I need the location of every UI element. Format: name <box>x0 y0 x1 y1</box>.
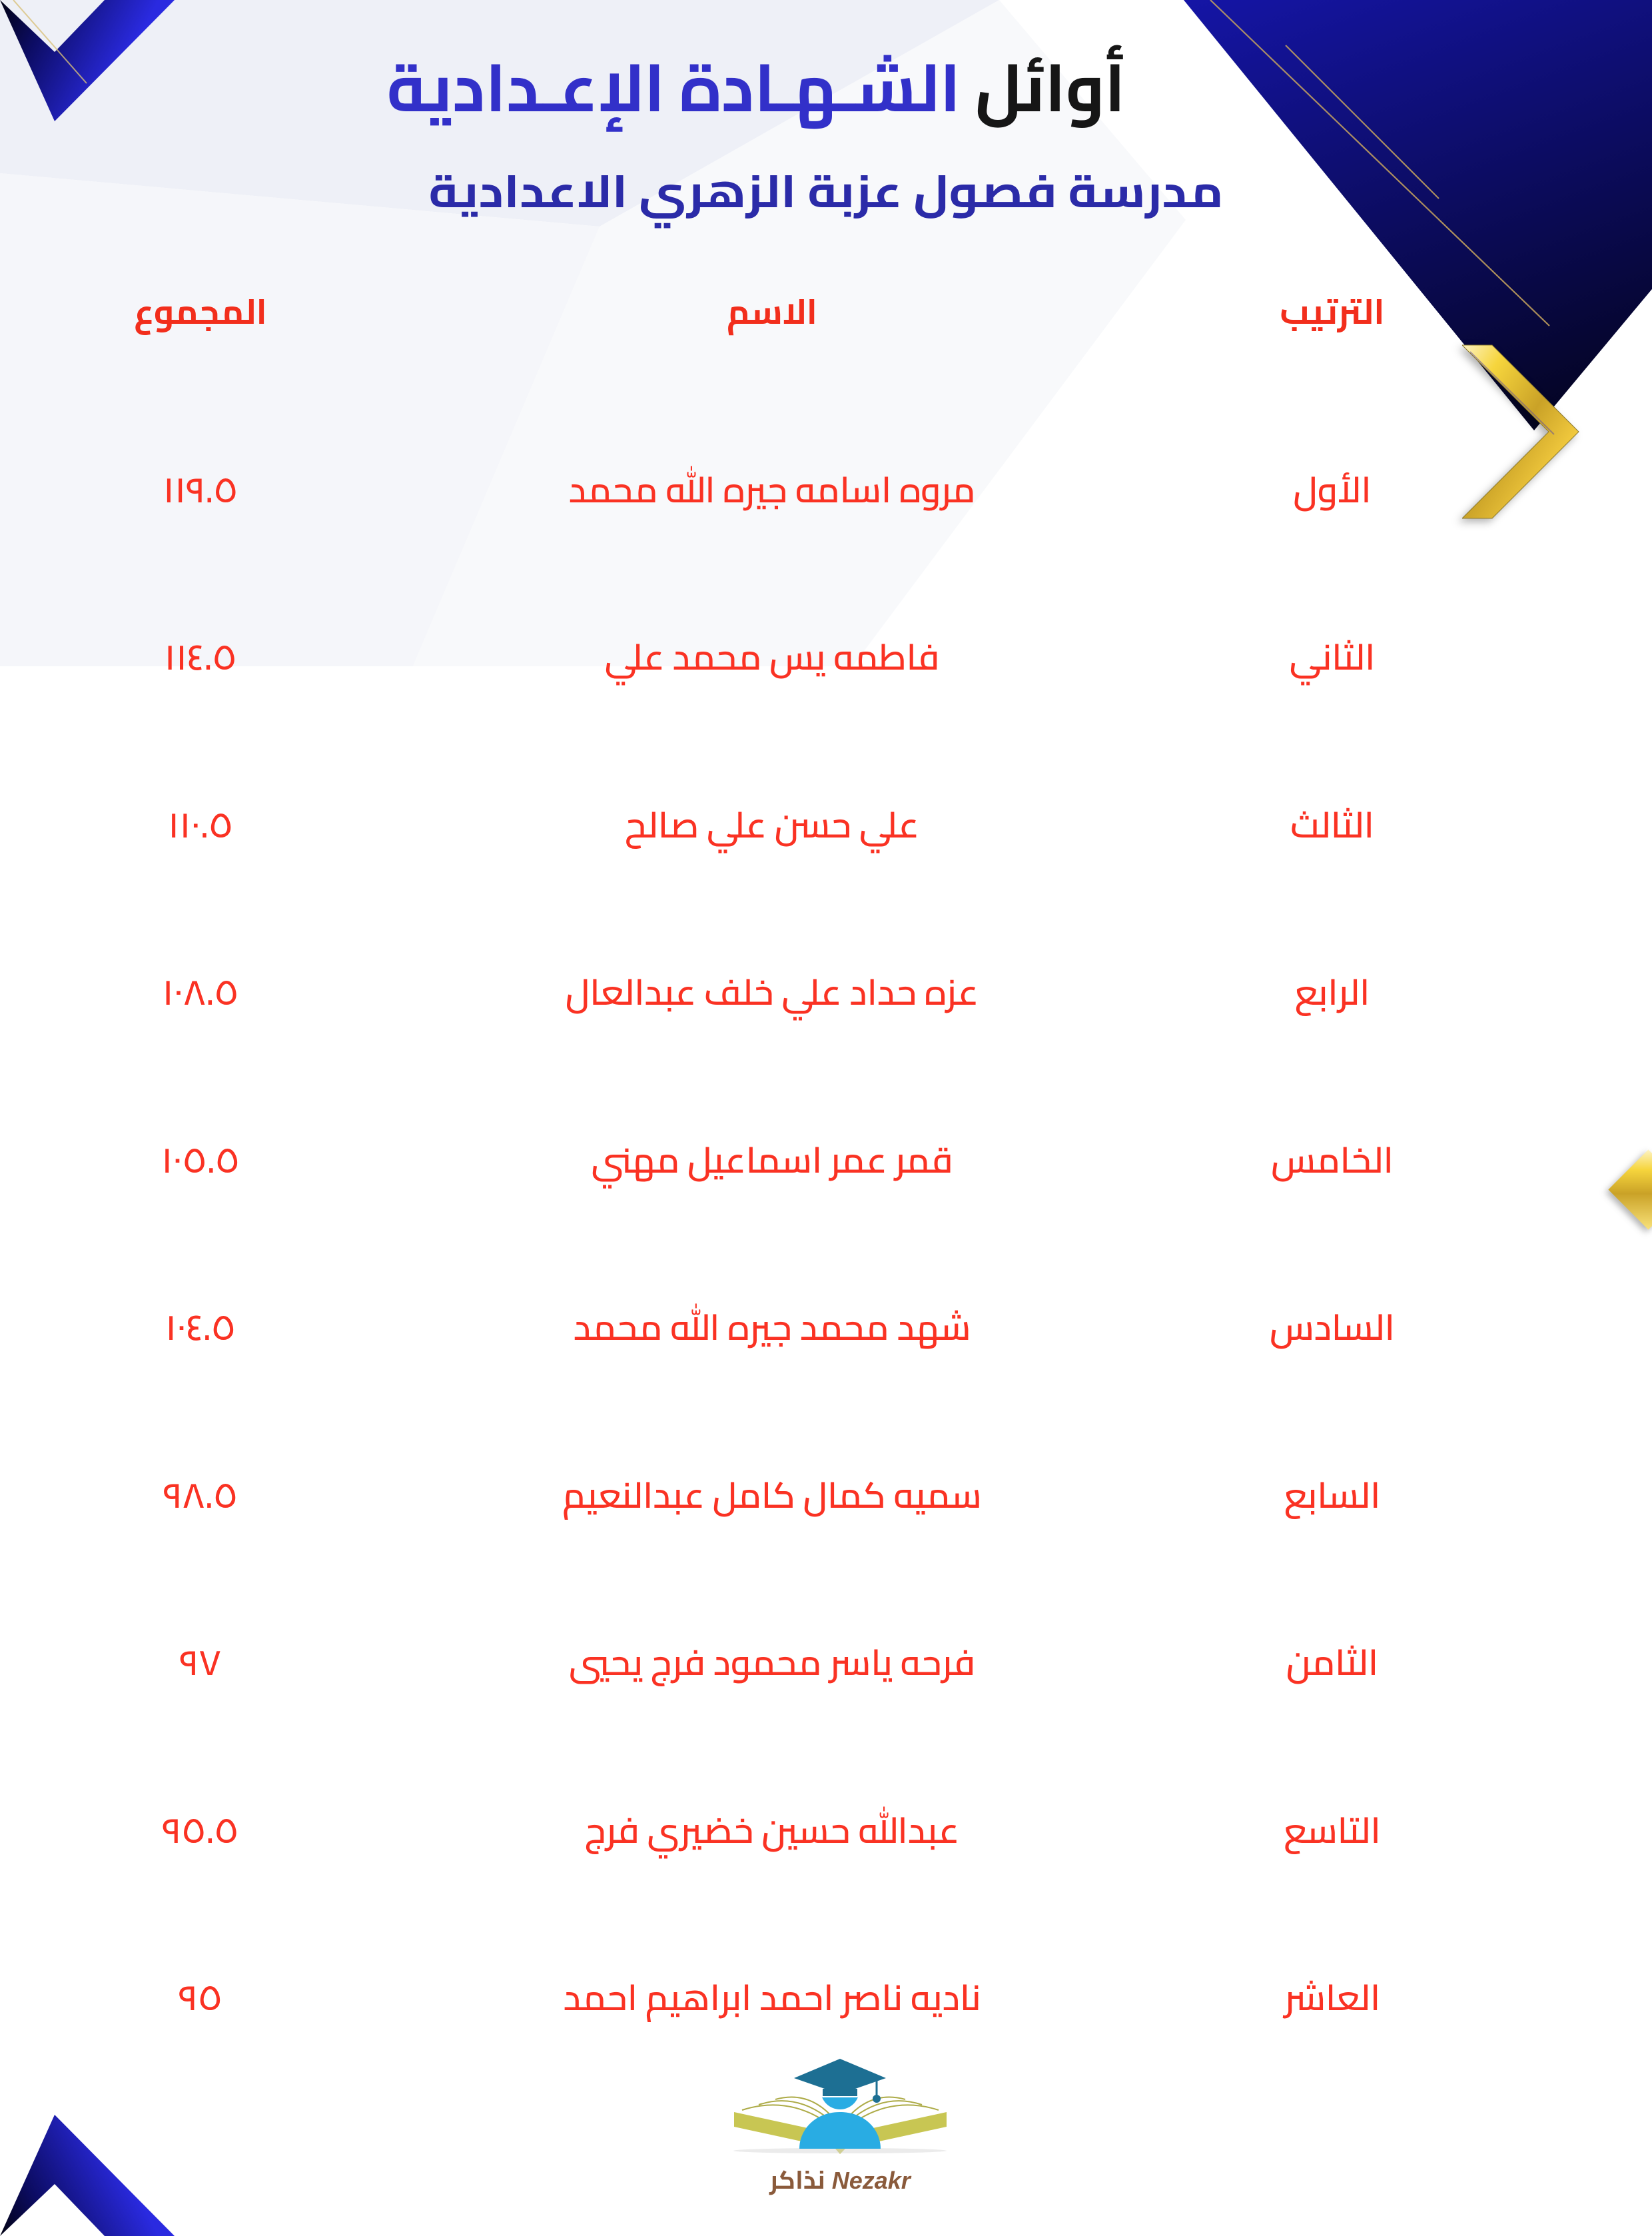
svg-text:Nezakr نذاكر: Nezakr نذاكر <box>769 2155 912 2203</box>
